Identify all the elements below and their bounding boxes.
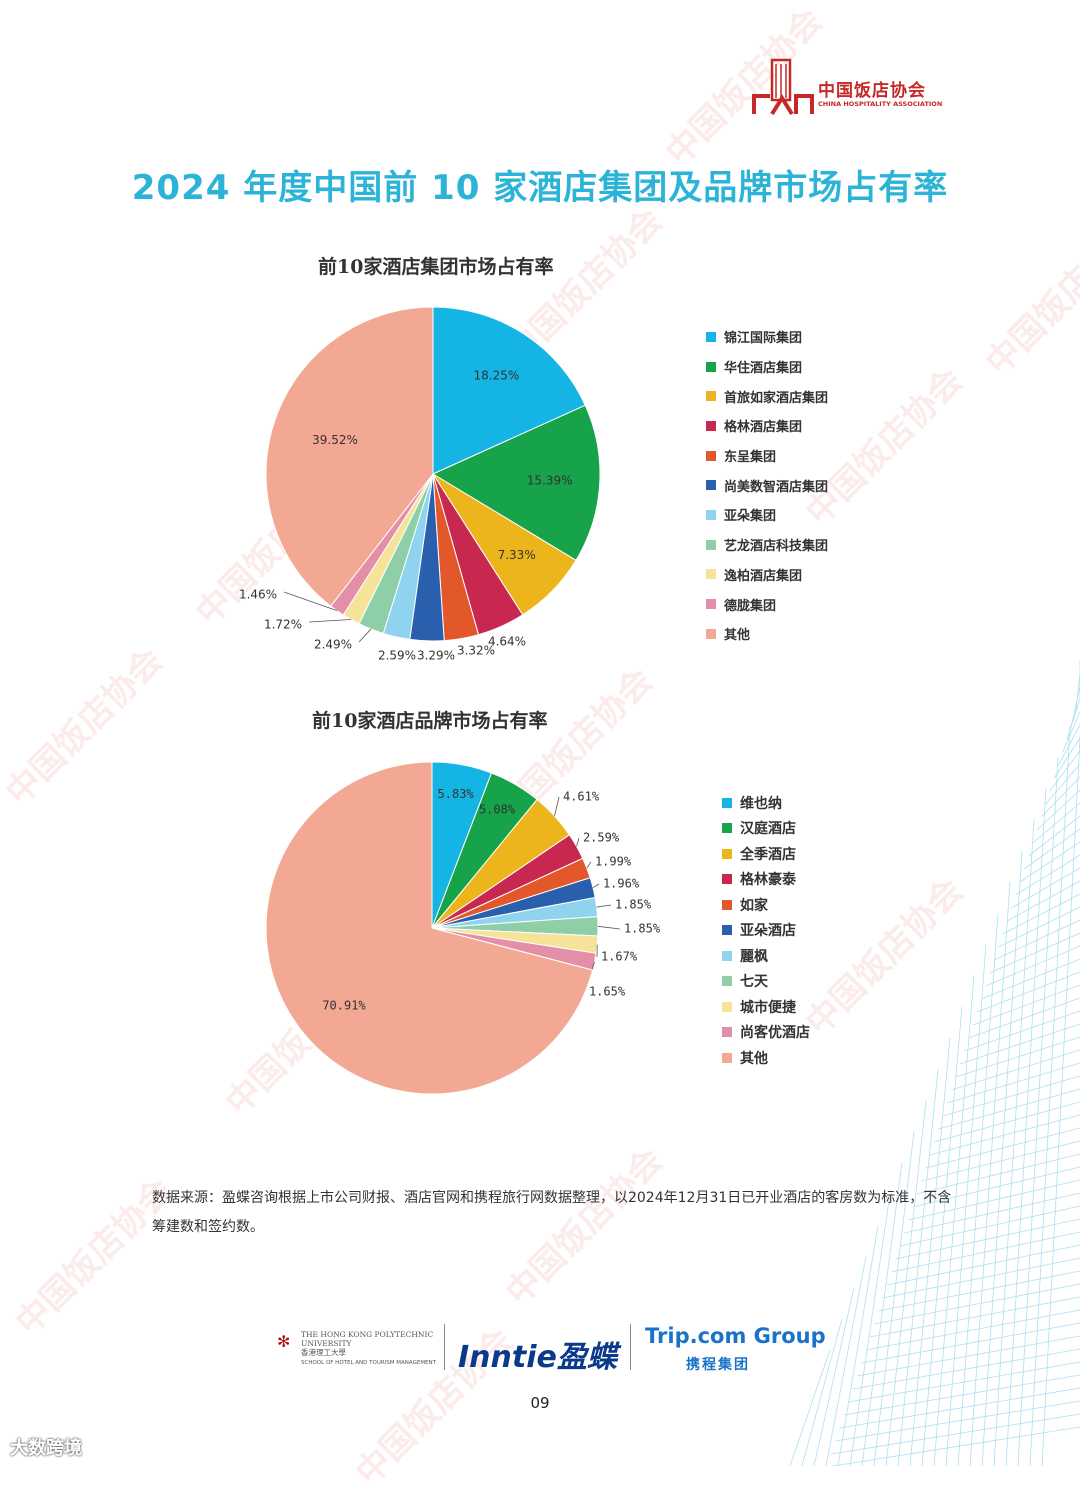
legend-item: 亚朵酒店 <box>722 918 810 944</box>
polyu-emblem-icon: ✻ <box>277 1332 295 1350</box>
data-label: 1.99% <box>595 855 632 869</box>
leader-line <box>597 905 611 907</box>
legend-swatch <box>722 900 732 910</box>
data-label: 70.91% <box>322 999 366 1013</box>
legend-label: 格林豪泰 <box>740 869 796 889</box>
trip-group-logo: Trip.com Group <box>645 1324 826 1348</box>
legend-item: 汉庭酒店 <box>722 816 810 842</box>
legend-label: 如家 <box>740 895 768 915</box>
legend-hotel-brands: 维也纳汉庭酒店全季酒店格林豪泰如家亚朵酒店麗枫七天城市便捷尚客优酒店其他 <box>722 790 810 1071</box>
data-label: 5.08% <box>479 803 516 817</box>
legend-item: 如家 <box>722 892 810 918</box>
legend-item: 其他 <box>722 1045 810 1071</box>
legend-label: 七天 <box>740 971 768 991</box>
inntie-logo: Inntie盈蝶 <box>458 1332 617 1376</box>
legend-swatch <box>722 874 732 884</box>
legend-item: 格林豪泰 <box>722 867 810 893</box>
legend-label: 麗枫 <box>740 946 768 966</box>
legend-item: 城市便捷 <box>722 994 810 1020</box>
legend-swatch <box>722 1027 732 1037</box>
legend-label: 尚客优酒店 <box>740 1022 810 1042</box>
legend-swatch <box>722 849 732 859</box>
leader-line <box>593 884 599 888</box>
trip-group-name-cn: 携程集团 <box>686 1354 750 1374</box>
divider <box>630 1324 631 1370</box>
legend-label: 亚朵酒店 <box>740 920 796 940</box>
polyu-name-cn: 香港理工大學 <box>301 1348 346 1357</box>
legend-label: 全季酒店 <box>740 844 796 864</box>
legend-label: 城市便捷 <box>740 997 796 1017</box>
leader-line <box>577 838 579 846</box>
data-label: 1.85% <box>624 922 661 936</box>
data-label: 1.96% <box>603 877 640 891</box>
legend-item: 维也纳 <box>722 790 810 816</box>
data-label: 4.61% <box>563 790 600 804</box>
legend-item: 麗枫 <box>722 943 810 969</box>
corner-watermark: 大数跨境 <box>10 1434 82 1460</box>
leader-line <box>555 797 559 816</box>
source-note: 数据来源：盈蝶咨询根据上市公司财报、酒店官网和携程旅行网数据整理，以2024年1… <box>152 1184 952 1242</box>
legend-item: 尚客优酒店 <box>722 1020 810 1046</box>
legend-item: 七天 <box>722 969 810 995</box>
legend-swatch <box>722 951 732 961</box>
divider <box>444 1324 445 1370</box>
data-label: 1.85% <box>615 898 652 912</box>
legend-swatch <box>722 798 732 808</box>
polyu-name-en: THE HONG KONG POLYTECHNIC UNIVERSITY <box>301 1330 433 1348</box>
leader-line <box>587 862 591 868</box>
data-label: 2.59% <box>583 831 620 845</box>
data-label: 1.67% <box>601 950 638 964</box>
leader-line <box>598 926 620 929</box>
legend-swatch <box>722 1053 732 1063</box>
legend-swatch <box>722 1002 732 1012</box>
polyu-school: SCHOOL OF HOTEL AND TOURISM MANAGEMENT <box>301 1360 461 1366</box>
page-number: 09 <box>0 1394 1080 1412</box>
legend-swatch <box>722 823 732 833</box>
legend-label: 其他 <box>740 1048 768 1068</box>
legend-label: 汉庭酒店 <box>740 818 796 838</box>
legend-label: 维也纳 <box>740 793 782 813</box>
legend-swatch <box>722 976 732 986</box>
data-label: 1.65% <box>589 985 626 999</box>
legend-swatch <box>722 925 732 935</box>
data-label: 5.83% <box>438 787 475 801</box>
legend-item: 全季酒店 <box>722 841 810 867</box>
